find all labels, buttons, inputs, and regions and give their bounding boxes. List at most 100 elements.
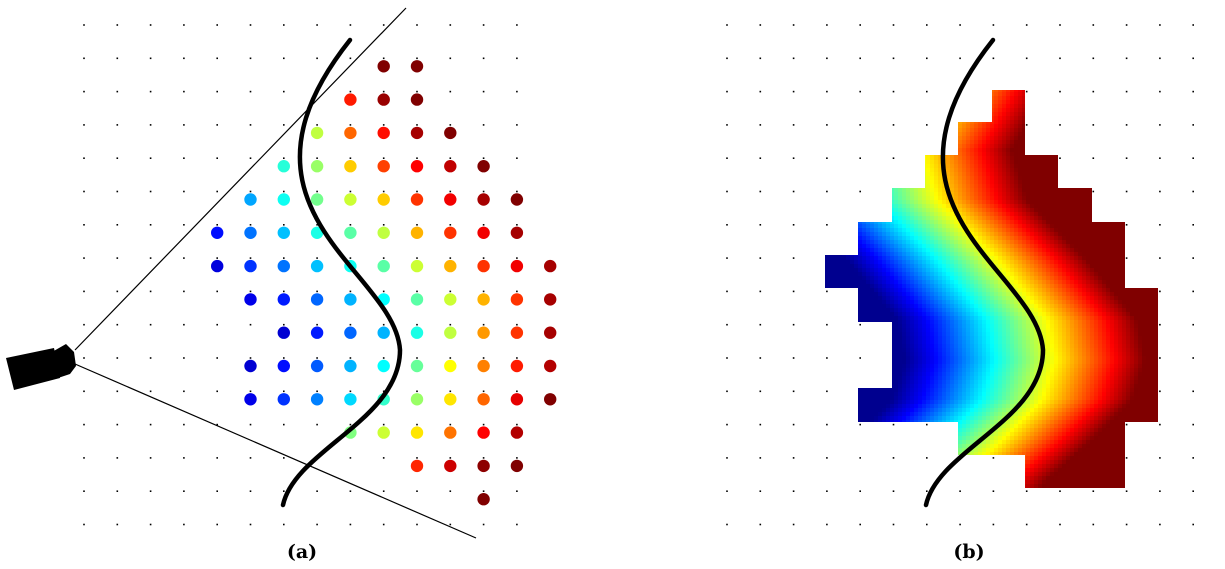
grid-dot [449,190,452,193]
field-cell [826,148,831,153]
field-cell [1134,92,1139,97]
field-cell [1062,276,1067,281]
field-cell [1146,284,1151,289]
field-cell [826,108,831,113]
field-cell [894,184,899,189]
field-cell [1118,264,1123,269]
field-cell [982,156,987,161]
field-cell [1106,240,1111,245]
field-cell [958,244,963,249]
field-cell [1002,108,1007,113]
field-cell [1058,180,1063,185]
field-cell [830,240,835,245]
field-cell [1082,168,1087,173]
field-cell [1046,144,1051,149]
field-cell [842,124,847,129]
field-cell [994,168,999,173]
field-cell [1134,112,1139,117]
field-cell [830,280,835,285]
field-cell [958,248,963,253]
field-cell [902,232,907,237]
grid-dot [149,523,152,526]
field-cell [1046,272,1051,277]
field-cell [1130,200,1135,205]
field-cell [1098,268,1103,273]
field-cell [1114,236,1119,241]
field-cell [998,208,1003,213]
sample-point [244,293,257,306]
grid-dot [726,423,728,426]
field-cell [858,216,863,221]
field-cell [862,200,867,205]
field-cell [842,168,847,173]
field-cell [826,272,831,277]
field-cell [998,232,1003,237]
field-cell [954,228,959,233]
field-cell [838,288,843,293]
field-cell [906,172,911,177]
panel-a [6,7,557,539]
field-cell [1046,264,1051,269]
field-cell [834,224,839,229]
field-cell [918,116,923,121]
grid-dot [316,57,318,60]
field-cell [974,92,979,97]
grid-dot [149,457,152,459]
field-cell [1130,268,1135,273]
grid-dot [1192,457,1194,459]
field-cell [842,144,847,149]
field-cell [1078,168,1083,173]
field-cell [874,232,879,237]
field-cell [1054,176,1059,181]
field-cell [858,164,863,169]
field-cell [1018,132,1023,137]
field-cell [1066,172,1071,177]
field-cell [1130,148,1135,153]
field-cell [974,204,979,209]
field-cell [986,244,991,249]
field-cell [1102,124,1107,129]
field-cell [906,276,911,281]
field-cell [970,276,975,281]
field-cell [1050,268,1055,273]
field-cell [1058,116,1063,121]
field-cell [870,124,875,129]
field-cell [862,284,867,289]
field-cell [1050,132,1055,137]
grid-dot [959,57,961,60]
sample-point [377,193,390,206]
field-cell [854,264,859,269]
field-cell [1034,276,1039,281]
field-cell [1022,112,1027,117]
field-cell [1114,252,1119,257]
field-cell [954,152,959,157]
field-cell [1130,168,1135,173]
field-cell [918,112,923,117]
field-cell [930,188,935,193]
field-cell [982,132,987,137]
field-cell [1022,168,1027,173]
field-cell [974,248,979,253]
field-cell [1094,176,1099,181]
field-cell [930,144,935,149]
field-cell [990,212,995,217]
field-cell [946,232,951,237]
field-cell [1158,284,1163,289]
field-cell [1082,256,1087,261]
field-cell [1122,240,1127,245]
field-cell [1006,184,1011,189]
field-cell [1098,232,1103,237]
field-cell [1018,264,1023,269]
field-cell [1022,156,1027,161]
field-cell [1046,232,1051,237]
field-cell [1118,180,1123,185]
field-cell [1034,132,1039,137]
field-cell [1030,140,1035,145]
field-cell [982,288,987,293]
field-cell [1098,280,1103,285]
field-cell [1078,116,1083,121]
field-cell [914,90,919,93]
field-cell [882,216,887,221]
field-cell [1030,208,1035,213]
grid-dot [892,124,895,126]
